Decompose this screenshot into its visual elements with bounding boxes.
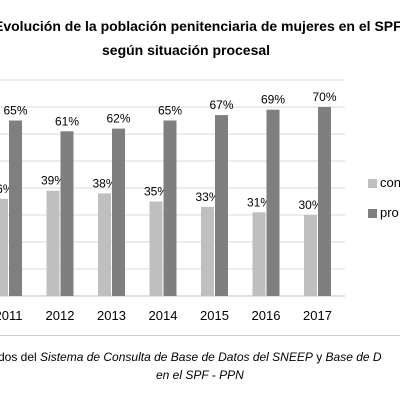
bar-con-2014 bbox=[149, 201, 163, 296]
data-label-con-2016: 31% bbox=[247, 195, 271, 209]
data-label-con-2015: 33% bbox=[195, 190, 219, 204]
data-label-pro-2014: 65% bbox=[158, 104, 182, 118]
source-note-line-2: en el SPF - PPN bbox=[156, 368, 244, 382]
x-tick-label: 2016 bbox=[252, 308, 281, 323]
data-label-pro-2011: 65% bbox=[3, 104, 27, 118]
bar-pro-2015 bbox=[215, 115, 228, 296]
x-tick-label: 2015 bbox=[200, 308, 229, 323]
bar-con-2016 bbox=[252, 212, 266, 296]
chart: Evolución de la población penitenciaria … bbox=[0, 18, 400, 336]
chart-title-line-2: según situación procesal bbox=[102, 42, 271, 58]
data-label-con-2017: 30% bbox=[298, 198, 322, 212]
x-tick-label: 2011 bbox=[0, 308, 22, 323]
chart-title-line-1: Evolución de la población penitenciaria … bbox=[0, 18, 400, 34]
legend-swatch-1 bbox=[368, 179, 377, 188]
source-note-run: Sistema de Consulta de Base de Datos del… bbox=[40, 350, 313, 364]
source-note-line-1: dos del Sistema de Consulta de Base de D… bbox=[0, 350, 382, 364]
source-note-run: y bbox=[312, 350, 326, 364]
x-tick-label: 2013 bbox=[97, 308, 126, 323]
bar-pro-2013 bbox=[112, 128, 125, 296]
x-tick-label: 2017 bbox=[303, 308, 332, 323]
bar-con-2012 bbox=[46, 190, 60, 296]
bar-con-2011 bbox=[0, 198, 8, 296]
legend-label-1: con bbox=[380, 175, 400, 190]
legend-label-2: pro bbox=[380, 205, 399, 220]
source-note-run: Base de D bbox=[325, 350, 382, 364]
data-label-pro-2012: 61% bbox=[55, 114, 79, 128]
data-label-pro-2013: 62% bbox=[106, 112, 130, 126]
bar-pro-2016 bbox=[266, 109, 280, 296]
bar-con-2015 bbox=[201, 206, 214, 296]
chart-plot: 36%65%201139%61%201238%62%201335%65%2014… bbox=[0, 79, 345, 323]
x-tick-label: 2012 bbox=[46, 308, 75, 323]
data-label-con-2012: 39% bbox=[41, 174, 65, 188]
bar-pro-2011 bbox=[9, 120, 22, 296]
x-tick-label: 2014 bbox=[149, 308, 178, 323]
legend-swatch-2 bbox=[368, 209, 377, 218]
data-label-pro-2017: 70% bbox=[312, 90, 336, 104]
bar-pro-2014 bbox=[163, 120, 177, 296]
data-label-con-2013: 38% bbox=[92, 176, 116, 190]
bar-pro-2017 bbox=[318, 107, 331, 296]
bar-con-2013 bbox=[98, 193, 111, 296]
bar-pro-2012 bbox=[60, 131, 74, 296]
source-note-run: dos del bbox=[0, 350, 41, 364]
data-label-pro-2016: 69% bbox=[261, 93, 285, 107]
source-note: dos del Sistema de Consulta de Base de D… bbox=[0, 344, 400, 400]
data-label-pro-2015: 67% bbox=[209, 98, 233, 112]
data-label-con-2014: 35% bbox=[144, 185, 168, 199]
bar-con-2017 bbox=[304, 215, 317, 296]
